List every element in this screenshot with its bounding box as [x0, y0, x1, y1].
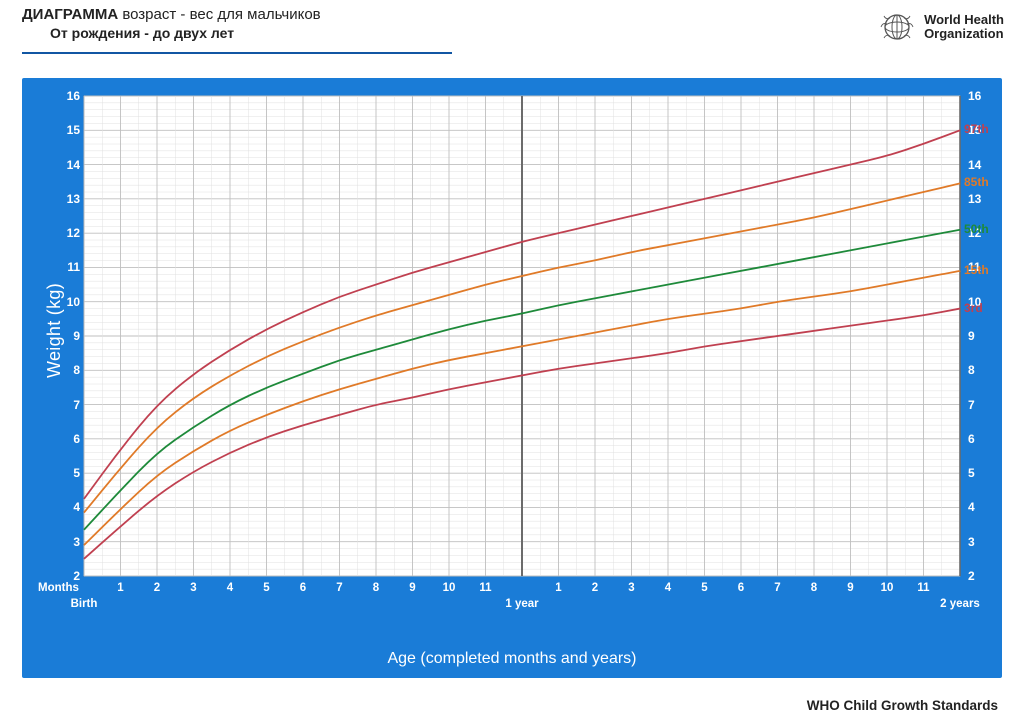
percentile-label-3rd: 3rd [964, 301, 983, 315]
y-tick-right: 7 [968, 398, 990, 412]
x-tick: 3 [612, 582, 652, 594]
x-tick: 1 [101, 582, 141, 594]
x-tick: 3 [174, 582, 214, 594]
y-tick-right: 6 [968, 432, 990, 446]
x-tick: 8 [794, 582, 834, 594]
y-tick-left: 9 [58, 329, 80, 343]
x-tick: 6 [721, 582, 761, 594]
x-tick: 9 [831, 582, 871, 594]
y-tick-left: 13 [58, 192, 80, 206]
x-tick: 4 [648, 582, 688, 594]
y-tick-left: 11 [58, 260, 80, 274]
y-tick-right: 9 [968, 329, 990, 343]
y-tick-right: 5 [968, 466, 990, 480]
x-axis-label: Age (completed months and years) [22, 650, 1002, 668]
x-tick: 8 [356, 582, 396, 594]
months-label: Months [38, 582, 79, 594]
y-tick-left: 6 [58, 432, 80, 446]
footer-text: WHO Child Growth Standards [807, 698, 998, 713]
title-rest: возраст - вес для мальчиков [122, 6, 320, 23]
x-tick: 2 years [940, 598, 980, 610]
x-tick: 9 [393, 582, 433, 594]
x-tick: 4 [210, 582, 250, 594]
y-tick-right: 13 [968, 192, 990, 206]
x-tick: 2 [137, 582, 177, 594]
header: ДИАГРАММА возраст - вес для мальчиков От… [22, 6, 1002, 64]
y-tick-right: 16 [968, 89, 990, 103]
chart-title: ДИАГРАММА возраст - вес для мальчиков [22, 6, 1002, 23]
y-tick-right: 3 [968, 535, 990, 549]
percentile-label-97th: 97th [964, 122, 989, 136]
y-tick-left: 5 [58, 466, 80, 480]
page: ДИАГРАММА возраст - вес для мальчиков От… [0, 0, 1024, 725]
x-tick: 11 [904, 582, 944, 594]
who-line1: World Health [924, 13, 1004, 27]
chart-frame: Weight (kg) Age (completed months and ye… [22, 78, 1002, 678]
x-tick: 5 [247, 582, 287, 594]
y-tick-right: 4 [968, 500, 990, 514]
y-tick-left: 12 [58, 226, 80, 240]
percentile-label-15th: 15th [964, 263, 989, 277]
x-tick: 5 [685, 582, 725, 594]
x-tick: 7 [758, 582, 798, 594]
y-tick-right: 8 [968, 363, 990, 377]
y-tick-left: 16 [58, 89, 80, 103]
y-tick-left: 3 [58, 535, 80, 549]
x-tick: 2 [575, 582, 615, 594]
y-tick-left: 2 [58, 569, 80, 583]
who-logo-icon [878, 8, 916, 46]
who-line2: Organization [924, 27, 1004, 41]
who-logo: World Health Organization [878, 8, 1004, 46]
percentile-label-85th: 85th [964, 175, 989, 189]
x-tick: 1 [539, 582, 579, 594]
y-tick-right: 14 [968, 158, 990, 172]
x-tick: Birth [64, 598, 104, 610]
x-tick: 10 [867, 582, 907, 594]
x-tick: 7 [320, 582, 360, 594]
x-tick: 10 [429, 582, 469, 594]
y-tick-left: 7 [58, 398, 80, 412]
x-tick: 6 [283, 582, 323, 594]
title-underline [22, 52, 452, 54]
y-tick-left: 8 [58, 363, 80, 377]
x-tick: 11 [466, 582, 506, 594]
percentile-label-50th: 50th [964, 222, 989, 236]
y-tick-right: 2 [968, 569, 990, 583]
who-logo-text: World Health Organization [924, 13, 1004, 42]
y-tick-left: 10 [58, 295, 80, 309]
y-tick-left: 4 [58, 500, 80, 514]
y-tick-left: 14 [58, 158, 80, 172]
chart-subtitle: От рождения - до двух лет [50, 25, 1002, 41]
x-tick: 1 year [502, 598, 542, 610]
title-bold: ДИАГРАММА [22, 6, 118, 23]
y-tick-left: 15 [58, 123, 80, 137]
